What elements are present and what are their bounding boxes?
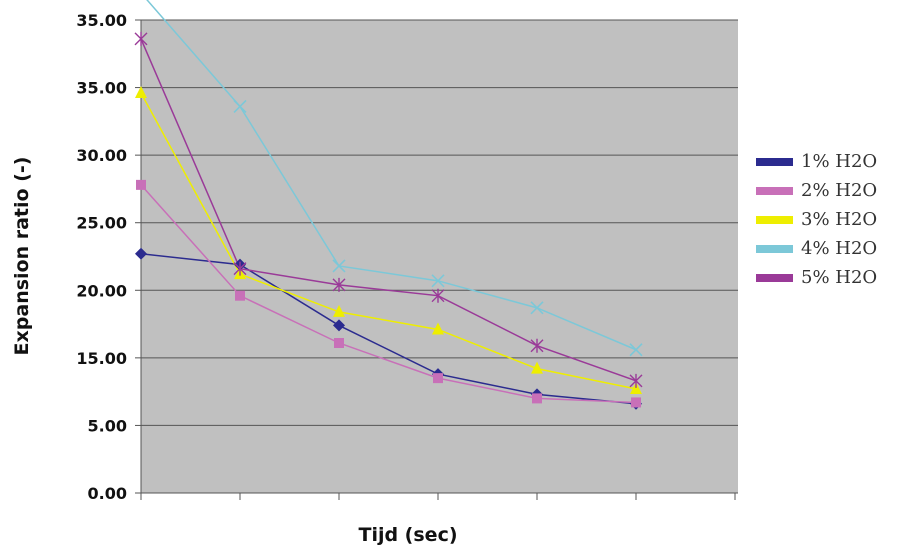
y-tick-label: 35.00 [76, 79, 127, 98]
data-point [431, 288, 445, 303]
data-point [531, 361, 543, 374]
x-axis-ticks [140, 493, 736, 500]
data-point [332, 259, 346, 273]
data-point [629, 343, 643, 357]
gridlines [141, 19, 738, 426]
legend-label: 3% H2O [801, 209, 878, 230]
y-tick-label: 15.00 [76, 349, 127, 368]
data-point [530, 301, 544, 315]
data-point [134, 31, 148, 46]
legend-item: 3% H2O [756, 205, 877, 234]
legend-swatch [756, 244, 793, 253]
data-point [530, 338, 544, 353]
series-lines [140, 0, 637, 405]
y-tick-label: 25.00 [76, 214, 127, 233]
plot-area [141, 20, 738, 493]
data-point [136, 179, 146, 190]
legend-label: 5% H2O [801, 267, 878, 288]
data-point [135, 247, 147, 260]
data-point [333, 319, 345, 332]
legend-item: 1% H2O [756, 147, 877, 176]
data-point [233, 261, 247, 276]
data-point [332, 277, 346, 292]
legend-label: 1% H2O [801, 151, 878, 172]
legend-item: 2% H2O [756, 176, 877, 205]
data-point [630, 381, 642, 394]
data-point [432, 322, 444, 335]
y-axis-title: Expansion ratio (-) [11, 157, 33, 356]
legend-swatch [756, 186, 793, 195]
x-axis-title: Tijd (sec) [358, 524, 457, 546]
data-point [431, 274, 445, 288]
legend-swatch [756, 215, 793, 224]
data-point [532, 393, 542, 404]
legend-swatch [756, 157, 793, 166]
legend-label: 4% H2O [801, 238, 878, 259]
series-line [140, 184, 637, 404]
data-point [433, 373, 443, 384]
series-line [140, 92, 637, 390]
y-tick-label: 20.00 [76, 281, 127, 300]
series-line [146, 0, 637, 351]
data-point [233, 99, 247, 114]
series-line [140, 38, 637, 382]
y-tick-label: 30.00 [76, 146, 127, 165]
legend: 1% H2O 2% H2O 3% H2O 4% H2O 5% H2O [756, 147, 877, 292]
legend-item: 5% H2O [756, 263, 877, 292]
data-point [629, 373, 643, 388]
series-line [140, 253, 637, 405]
legend-item: 4% H2O [756, 234, 877, 263]
data-point [235, 290, 245, 301]
data-point [631, 397, 641, 408]
y-tick-label: 0.00 [88, 484, 127, 503]
legend-swatch [756, 273, 793, 282]
legend-label: 2% H2O [801, 180, 878, 201]
data-point [334, 337, 344, 348]
y-tick-label: 35.00 [76, 11, 127, 30]
data-point [135, 85, 147, 98]
data-point [333, 304, 345, 317]
series-markers [134, 31, 643, 410]
y-tick-label: 5.00 [88, 416, 127, 435]
y-axis-ticks: 0.00 5.00 15.00 20.00 25.00 30.00 35.00 35.00 [76, 11, 141, 503]
